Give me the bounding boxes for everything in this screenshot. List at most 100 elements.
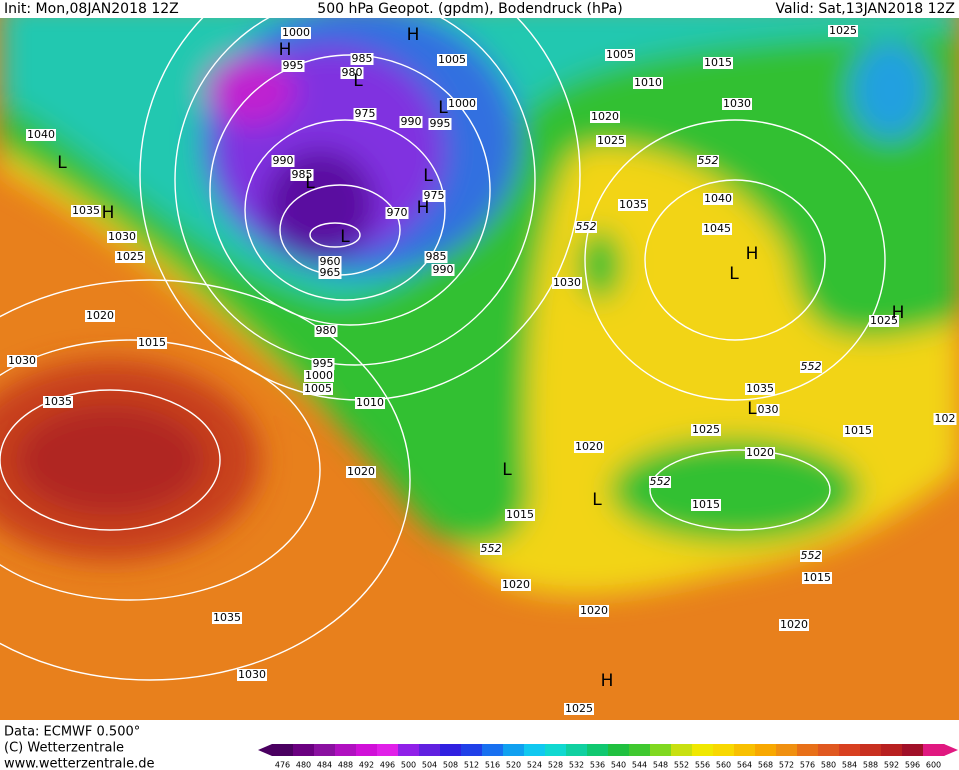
colorbar-label: 500	[401, 761, 416, 770]
isobar-label: 1025	[829, 24, 857, 37]
height-label-bg	[649, 476, 671, 488]
colorbar-label: 584	[842, 761, 857, 770]
colorbar-cell	[545, 744, 567, 756]
isobar-label: 1000	[305, 369, 333, 382]
isobar-label: 1020	[575, 440, 603, 453]
colorbar-label: 504	[422, 761, 437, 770]
isobar-label: 1025	[597, 134, 625, 147]
isobar-label-bg	[564, 703, 594, 715]
colorbar-cell	[818, 744, 840, 756]
data-source: Data: ECMWF 0.500°	[4, 725, 140, 740]
isobar-label-bg	[431, 264, 455, 276]
colorbar-label: 520	[506, 761, 521, 770]
pressure-center: L	[592, 490, 602, 510]
isobar-label: 1020	[780, 618, 808, 631]
height-label-bg	[800, 361, 822, 373]
colorbar-label: 600	[926, 761, 941, 770]
init-time: Init: Mon,08JAN2018 12Z	[4, 1, 179, 17]
isobar-label: 980	[342, 66, 363, 79]
isobar-label: 975	[355, 107, 376, 120]
isobar-label: 960	[320, 255, 341, 268]
colorbar-cell	[776, 744, 798, 756]
isobar-label: 1010	[356, 396, 384, 409]
isobar-label-bg	[303, 383, 333, 395]
colorbar-cell	[377, 744, 399, 756]
height-label: 552	[576, 220, 597, 233]
isobar-label-bg	[618, 199, 648, 211]
isobar-label-bg	[574, 441, 604, 453]
colorbar-label: 480	[296, 761, 311, 770]
colorbar-cell	[797, 744, 819, 756]
isobar-label: 1020	[591, 110, 619, 123]
isobar-label-bg	[745, 447, 775, 459]
isobar-label: 1020	[580, 604, 608, 617]
isobar-label-bg	[43, 396, 73, 408]
isobar-label: 1020	[746, 446, 774, 459]
isobar-label-bg	[579, 605, 609, 617]
isobar-label-bg	[107, 231, 137, 243]
isobar-label-bg	[691, 424, 721, 436]
height-label-bg	[697, 155, 719, 167]
isobar-label-bg	[340, 67, 364, 79]
colorbar-label: 488	[338, 761, 353, 770]
isobar-label-bg	[399, 116, 423, 128]
colorbar-label: 552	[674, 761, 689, 770]
colorbar-cell	[860, 744, 882, 756]
isobar-label: 1025	[870, 314, 898, 327]
isobar-label-bg	[353, 108, 377, 120]
colorbar-label: 524	[527, 761, 542, 770]
colorbar-cell	[587, 744, 609, 756]
isobar-label-bg	[447, 98, 477, 110]
pressure-center: L	[353, 71, 363, 91]
pressure-center: H	[892, 303, 905, 323]
colorbar-cell	[503, 744, 525, 756]
isobar-label: 1035	[44, 395, 72, 408]
isobar-label-bg	[26, 129, 56, 141]
colorbar-cell	[419, 744, 441, 756]
isobar-label-bg	[756, 404, 780, 416]
isobar-label-bg	[422, 190, 446, 202]
colorbar-label: 568	[758, 761, 773, 770]
isobar-label: 1030	[108, 230, 136, 243]
isobar-label: 995	[430, 117, 451, 130]
colorbar-label: 556	[695, 761, 710, 770]
isobar-label: 1015	[844, 424, 872, 437]
colorbar-cell	[671, 744, 693, 756]
height-label: 552	[801, 549, 822, 562]
colorbar-label: 492	[359, 761, 374, 770]
isobar-label-bg	[71, 205, 101, 217]
isobar-label-bg	[281, 27, 311, 39]
height-label-bg	[575, 221, 597, 233]
isobar-label-bg	[350, 53, 374, 65]
isobar-label: 1010	[634, 76, 662, 89]
colorbar-label: 536	[590, 761, 605, 770]
isobar-label-bg	[605, 49, 635, 61]
height-label-bg	[480, 543, 502, 555]
isobar-label-bg	[505, 509, 535, 521]
isobar-label: 990	[273, 154, 294, 167]
colorbar-cell	[524, 744, 546, 756]
isobar-label-bg	[311, 358, 335, 370]
isobar-label-bg	[304, 370, 334, 382]
isobar-label-bg	[691, 499, 721, 511]
isobar-label-bg	[596, 135, 626, 147]
copyright: (C) Wetterzentrale	[4, 741, 124, 756]
isobar-label-bg	[212, 612, 242, 624]
isobar-label: 1005	[438, 53, 466, 66]
isobar-label: 1030	[723, 97, 751, 110]
isobar-label: 980	[316, 324, 337, 337]
height-label: 552	[481, 542, 502, 555]
pressure-center: L	[423, 166, 433, 186]
colorbar-label: 512	[464, 761, 479, 770]
isobar-label-bg	[703, 57, 733, 69]
colorbar-cell	[692, 744, 714, 756]
isobar-label-bg	[703, 193, 733, 205]
isobar-label-bg	[424, 251, 448, 263]
colorbar-cell	[923, 744, 945, 756]
isobar-label: 990	[401, 115, 422, 128]
isobar-label-bg	[314, 325, 338, 337]
isobar-label-bg	[7, 355, 37, 367]
colorbar-cell	[902, 744, 924, 756]
pressure-center: L	[502, 460, 512, 480]
colorbar-label: 596	[905, 761, 920, 770]
